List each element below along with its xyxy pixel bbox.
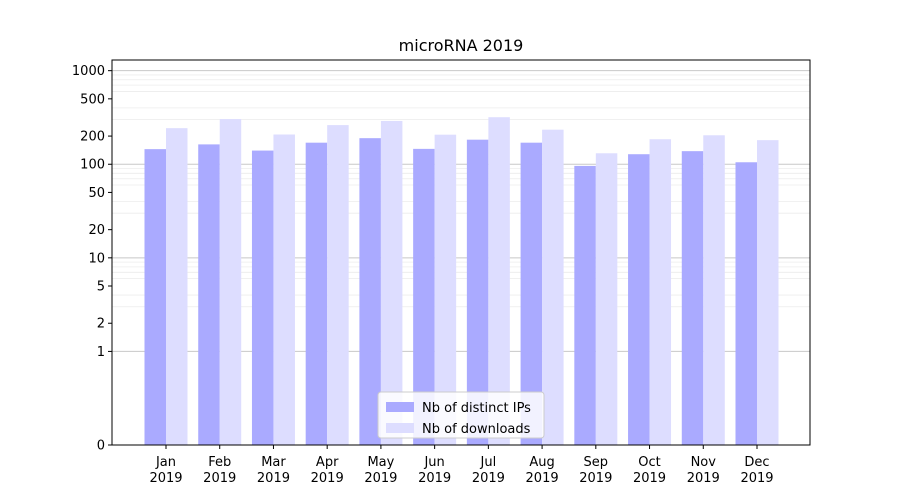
y-tick-label: 100 (80, 158, 105, 173)
chart-title: microRNA 2019 (399, 36, 524, 55)
x-tick-label: Jan 2019 (149, 455, 182, 486)
bar-downloads (434, 134, 457, 445)
legend-swatch (386, 423, 414, 433)
x-tick-label: Apr 2019 (311, 455, 344, 486)
y-tick-label: 10 (88, 251, 105, 266)
x-tick-label: Jul 2019 (472, 455, 505, 486)
y-tick-label: 1000 (72, 64, 105, 79)
bar-distinct-ips (359, 138, 381, 446)
x-tick-label: Oct 2019 (633, 455, 666, 486)
x-tick-label: Mar 2019 (257, 455, 290, 486)
bar-distinct-ips (681, 151, 704, 446)
bar-distinct-ips (466, 139, 489, 445)
y-tick-label: 2 (97, 317, 105, 332)
y-tick-label: 20 (88, 223, 105, 238)
x-tick-label: Feb 2019 (203, 455, 236, 486)
plot-frame (111, 59, 811, 446)
bar-distinct-ips (628, 154, 650, 446)
bar-downloads (219, 119, 242, 446)
x-tick-label: Dec 2019 (740, 455, 773, 486)
bar-distinct-ips (735, 162, 757, 446)
y-tick-label: 50 (88, 186, 105, 201)
y-tick-label: 0 (97, 439, 105, 454)
bar-distinct-ips (198, 144, 220, 445)
bar-distinct-ips (520, 142, 543, 445)
bar-downloads (327, 125, 349, 446)
y-tick-label: 200 (80, 130, 105, 145)
y-tick-label: 500 (80, 92, 105, 107)
legend-label: Nb of distinct IPs (422, 401, 531, 416)
bar-downloads (166, 128, 188, 445)
legend-swatch (386, 402, 414, 412)
bar-distinct-ips (574, 165, 596, 445)
x-tick-label: Aug 2019 (526, 455, 559, 486)
x-tick-label: Jun 2019 (418, 455, 451, 486)
bar-downloads (488, 117, 510, 445)
bar-distinct-ips (144, 149, 166, 445)
legend-frame (377, 391, 545, 439)
bar-downloads (595, 153, 618, 445)
legend-label: Nb of downloads (422, 422, 531, 437)
x-tick-label: May 2019 (364, 455, 397, 486)
bar-downloads (380, 120, 403, 445)
bar-downloads (542, 129, 564, 445)
bar-distinct-ips (251, 150, 274, 445)
y-tick-label: 5 (97, 280, 105, 295)
bar-downloads (273, 134, 295, 445)
legend: Nb of distinct IPs Nb of downloads (377, 391, 545, 439)
bar-downloads (757, 140, 779, 446)
bar-distinct-ips (305, 142, 328, 445)
bar-downloads (703, 135, 725, 445)
y-tick-label: 1 (97, 345, 105, 360)
x-tick-label: Sep 2019 (579, 455, 612, 486)
bar-distinct-ips (413, 148, 435, 445)
x-tick-label: Nov 2019 (687, 455, 720, 486)
bar-downloads (649, 139, 672, 445)
